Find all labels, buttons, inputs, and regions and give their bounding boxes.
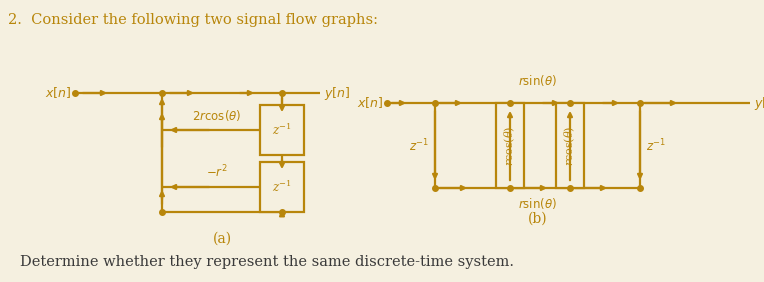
Text: $2r\cos(\theta)$: $2r\cos(\theta)$ xyxy=(193,108,241,123)
Text: $z^{-1}$: $z^{-1}$ xyxy=(646,137,666,154)
Text: (a): (a) xyxy=(212,232,231,246)
Text: $-r^2$: $-r^2$ xyxy=(206,163,228,180)
Text: 2.  Consider the following two signal flow graphs:: 2. Consider the following two signal flo… xyxy=(8,13,378,27)
Text: (b): (b) xyxy=(528,212,547,226)
Text: Determine whether they represent the same discrete-time system.: Determine whether they represent the sam… xyxy=(20,255,514,269)
Bar xyxy=(260,162,304,212)
Text: $y[n]$: $y[n]$ xyxy=(324,85,351,102)
Bar xyxy=(260,105,304,155)
Text: $z^{-1}$: $z^{-1}$ xyxy=(409,137,429,154)
Text: $z^{-1}$: $z^{-1}$ xyxy=(272,122,292,138)
Text: $r\cos(\theta)$: $r\cos(\theta)$ xyxy=(503,125,517,166)
Bar xyxy=(556,103,584,188)
Text: $x[n]$: $x[n]$ xyxy=(44,85,71,100)
Text: $y[n]$: $y[n]$ xyxy=(754,94,764,111)
Text: $z^{-1}$: $z^{-1}$ xyxy=(272,179,292,195)
Bar xyxy=(496,103,524,188)
Text: $r\cos(\theta)$: $r\cos(\theta)$ xyxy=(563,125,578,166)
Text: $x[n]$: $x[n]$ xyxy=(357,96,383,111)
Text: $r\sin(\theta)$: $r\sin(\theta)$ xyxy=(518,73,557,88)
Text: $r\sin(\theta)$: $r\sin(\theta)$ xyxy=(518,196,557,211)
